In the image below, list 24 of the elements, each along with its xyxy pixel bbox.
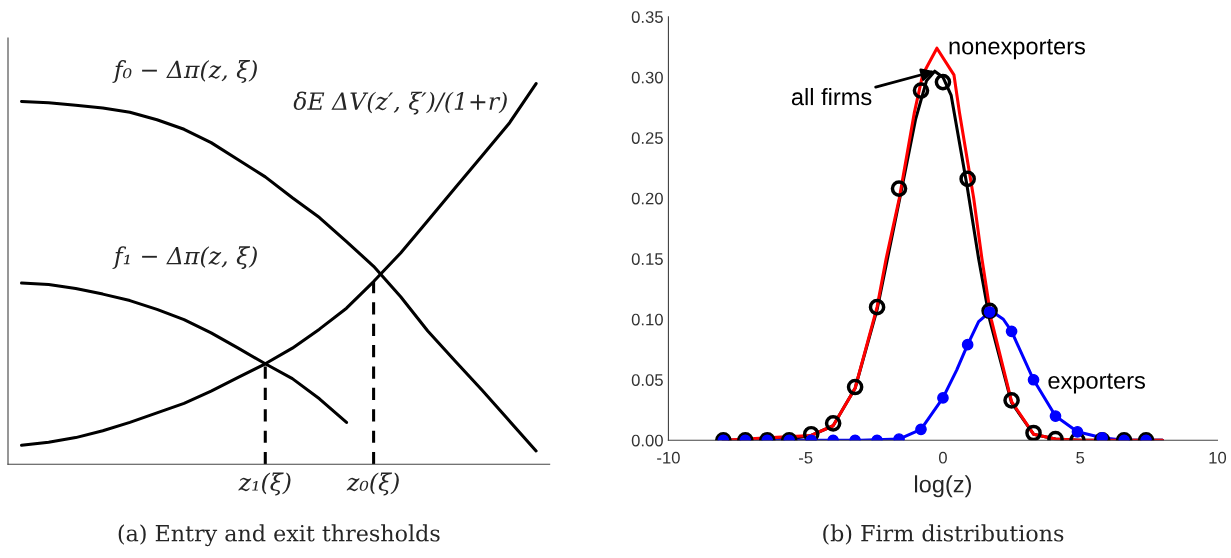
series-label: all firms (791, 87, 872, 106)
y-tick-label: 0.35 (631, 11, 663, 23)
x-tick-label: z₀(ξ) (346, 472, 399, 496)
x-tick-label: z₁(ξ) (238, 472, 291, 496)
x-tick-label: 5 (1076, 451, 1085, 464)
text: (b) Firm distributions (823, 524, 1064, 545)
series-label: nonexporters (949, 39, 1085, 60)
y-tick-label: 0.05 (631, 374, 663, 386)
series-label: δE ΔV(z′, ξ′)/(1+r) (293, 91, 507, 115)
y-tick-label: 0.00 (631, 434, 663, 447)
x-tick-label: 10 (1209, 451, 1227, 464)
series-label: f₀ − Δπ(z, ξ) (112, 60, 257, 83)
x-tick-label: 0 (938, 451, 947, 464)
y-tick-label: 0.20 (631, 192, 663, 205)
text: (a) Entry and exit thresholds (118, 524, 440, 547)
x-tick-label: -5 (799, 451, 813, 464)
series-label: exporters (1048, 373, 1145, 394)
y-tick-label: 0.25 (631, 132, 663, 144)
y-tick-label: 0.15 (631, 253, 663, 265)
x-axis-title: log(z) (915, 475, 971, 498)
y-tick-label: 0.30 (631, 71, 663, 84)
y-tick-label: 0.10 (631, 313, 663, 326)
series-label: f₁ − Δπ(z, ξ) (112, 246, 257, 270)
x-tick-label: -10 (657, 451, 680, 464)
